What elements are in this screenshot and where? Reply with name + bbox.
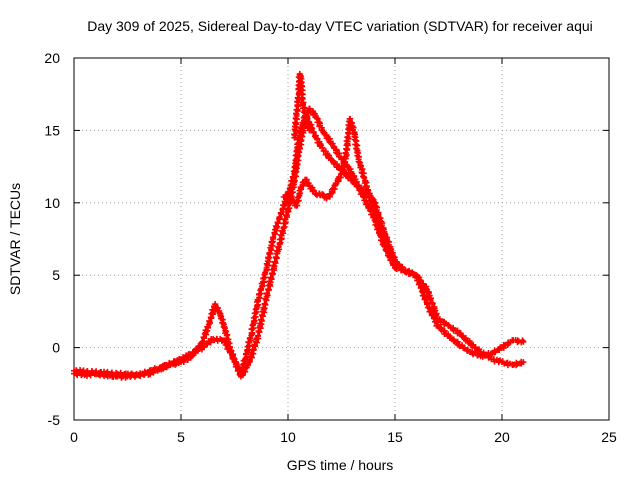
data-point xyxy=(200,343,207,350)
data-point xyxy=(353,179,360,186)
data-point xyxy=(422,295,429,302)
data-point xyxy=(417,284,424,291)
data-point xyxy=(275,244,282,251)
data-point xyxy=(271,258,278,265)
data-point xyxy=(436,316,443,323)
y-axis-label: SDTVAR / TECUs xyxy=(7,183,23,295)
y-tick-label: 5 xyxy=(52,267,60,283)
data-point xyxy=(267,274,274,281)
data-point xyxy=(370,208,377,215)
data-point xyxy=(520,359,527,366)
data-point xyxy=(520,338,527,345)
x-tick-label: 15 xyxy=(387,429,403,445)
data-point xyxy=(277,210,284,217)
data-point xyxy=(206,318,213,325)
y-tick-label: 10 xyxy=(44,195,60,211)
chart-title: Day 309 of 2025, Sidereal Day-to-day VTE… xyxy=(87,18,593,34)
plot-frame xyxy=(73,57,610,421)
series-track-c xyxy=(280,115,398,264)
data-point xyxy=(392,257,398,264)
data-point xyxy=(306,105,313,112)
y-tick-label: 0 xyxy=(52,340,60,356)
x-tick-label: 5 xyxy=(177,429,185,445)
data-point xyxy=(310,187,317,194)
data-point xyxy=(212,301,219,308)
y-tick-label: 15 xyxy=(44,122,60,138)
y-tick-label: 20 xyxy=(44,50,60,66)
x-tick-label: 10 xyxy=(280,429,296,445)
data-point xyxy=(279,228,286,235)
axis-ticks: 0 5 10 15 20 25 -5 0 5 10 15 20 xyxy=(44,50,617,445)
data-point xyxy=(416,280,423,287)
data-point xyxy=(431,315,438,322)
data-point xyxy=(285,191,292,198)
x-axis-label: GPS time / hours xyxy=(287,457,394,473)
data-point xyxy=(290,182,297,189)
data-point xyxy=(270,234,277,241)
data-point xyxy=(319,144,326,151)
data-point xyxy=(306,127,313,134)
data-point xyxy=(424,301,431,308)
x-tick-label: 25 xyxy=(601,429,617,445)
data-point xyxy=(246,335,253,342)
data-point xyxy=(427,296,434,303)
data-point xyxy=(378,232,385,239)
x-tick-label: 20 xyxy=(494,429,510,445)
x-tick-label: 0 xyxy=(70,429,78,445)
series-track-b xyxy=(71,105,527,380)
data-point xyxy=(346,115,353,122)
grid xyxy=(74,58,609,420)
data-point xyxy=(221,338,228,345)
data-point xyxy=(320,191,327,198)
y-tick-label: -5 xyxy=(48,412,61,428)
data-points xyxy=(71,70,527,381)
data-point xyxy=(283,212,290,219)
data-point xyxy=(264,290,271,297)
data-point xyxy=(293,106,300,113)
data-point xyxy=(301,109,308,116)
series-track-d xyxy=(291,70,313,141)
